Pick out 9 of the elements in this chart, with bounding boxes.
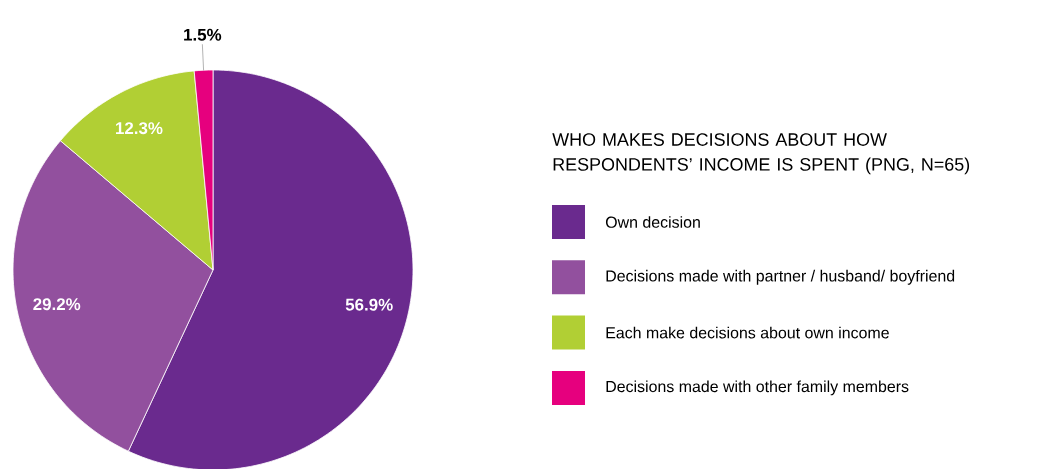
legend-title: WHO MAKES DECISIONS ABOUT HOW RESPONDENTS’ INCOME IS SPENT (PNG, N=65) (552, 133, 970, 175)
data-label: 12.3% (116, 122, 163, 135)
legend-label: Decisions made with partner / husband/ boyfriend (606, 269, 955, 285)
legend-label: Own decision (605, 216, 700, 228)
data-label: 56.9% (345, 298, 393, 311)
data-label: 1.5% (184, 28, 222, 41)
legend-label: Each make decisions about own income (606, 326, 889, 339)
legend-label: Decisions made with other family members (606, 380, 909, 396)
data-label: 29.2% (33, 298, 81, 311)
